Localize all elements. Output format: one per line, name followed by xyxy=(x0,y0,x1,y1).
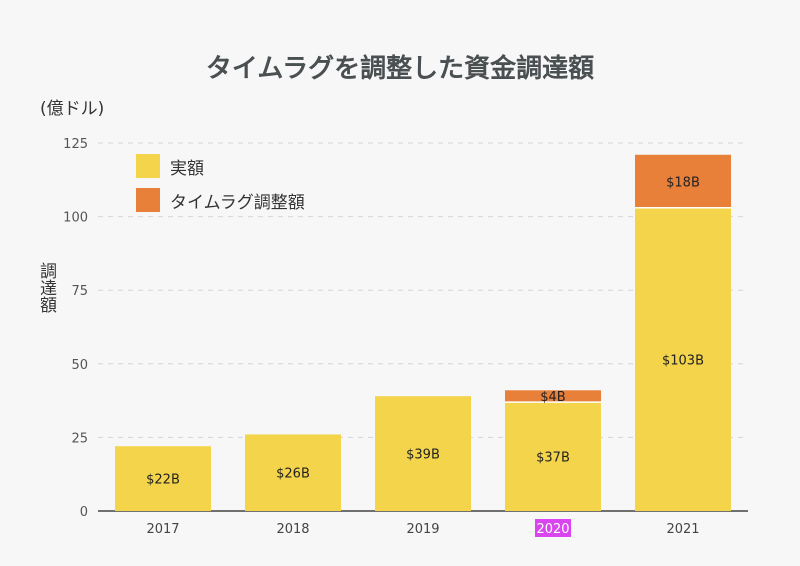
unit-label: (億ドル) xyxy=(40,99,105,119)
bar-actual xyxy=(635,207,731,511)
y-tick-label: 50 xyxy=(71,358,88,373)
bar-adjustment xyxy=(635,154,731,208)
chart-title: タイムラグを調整した資金調達額 xyxy=(205,54,595,84)
bar-actual xyxy=(245,434,341,511)
legend-label-adjustment: タイムラグ調整額 xyxy=(170,192,305,213)
x-tick-label: 2017 xyxy=(146,522,179,537)
legend: 実額 タイムラグ調整額 xyxy=(136,152,305,220)
data-label: $26B xyxy=(276,467,310,482)
bar-actual xyxy=(375,396,471,511)
x-tick-label: 2020 xyxy=(536,522,569,537)
bar-adjustment xyxy=(505,390,601,403)
y-tick-label: 75 xyxy=(71,284,88,299)
y-tick-label: 0 xyxy=(80,505,88,520)
data-label: $37B xyxy=(536,451,570,466)
x-tick-label: 2021 xyxy=(666,522,699,537)
legend-item-actual: 実額 xyxy=(136,152,305,180)
data-label: $39B xyxy=(406,448,440,463)
legend-swatch-adjustment xyxy=(136,188,160,212)
x-tick-highlight xyxy=(535,519,571,537)
x-tick-label: 2018 xyxy=(276,522,309,537)
y-axis-label: 調達額 xyxy=(36,262,56,313)
data-label: $18B xyxy=(666,175,700,190)
legend-label-actual: 実額 xyxy=(170,158,204,179)
legend-item-adjustment: タイムラグ調整額 xyxy=(136,186,305,214)
y-tick-label: 125 xyxy=(63,137,88,152)
data-label: $103B xyxy=(662,353,704,368)
y-tick-label: 25 xyxy=(71,431,88,446)
x-tick-label: 2019 xyxy=(406,522,439,537)
bar-actual xyxy=(115,446,211,511)
data-label: $22B xyxy=(146,473,180,488)
bar-actual xyxy=(505,402,601,511)
data-label: $4B xyxy=(540,390,565,405)
legend-swatch-actual xyxy=(136,154,160,178)
y-tick-label: 100 xyxy=(63,211,88,226)
